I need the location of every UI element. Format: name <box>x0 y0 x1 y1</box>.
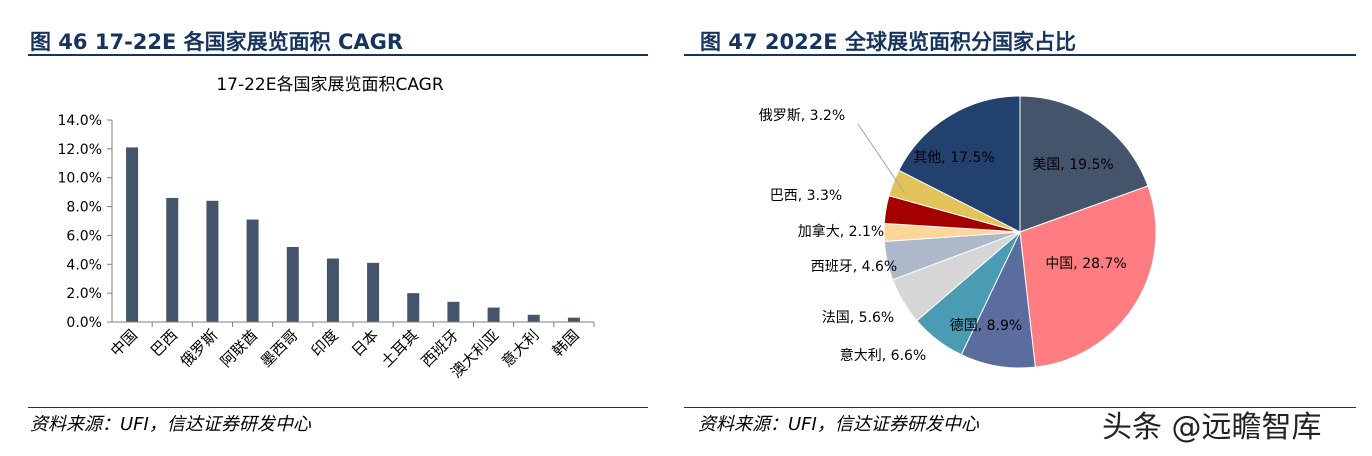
bar-日本 <box>367 262 380 322</box>
pie-slice-中国 <box>1019 185 1157 368</box>
bar-巴西 <box>166 197 179 322</box>
x-tick-label: 印度 <box>308 326 342 360</box>
bar-墨西哥 <box>286 246 299 322</box>
x-tick-label: 巴西 <box>147 326 181 360</box>
bar-韩国 <box>567 317 580 322</box>
bar-印度 <box>326 258 339 322</box>
x-tick-label: 俄罗斯 <box>177 326 222 371</box>
bar-chart-title: 17-22E各国家展览面积CAGR <box>216 75 444 95</box>
x-tick-label: 意大利 <box>498 326 543 371</box>
country-share-pie-chart: 美国, 19.5% 中国, 28.7% 德国, 8.9% 意大利, 6.6% 法国, 5… <box>759 95 1157 369</box>
pie-data-label: 巴西, 3.3% <box>770 188 842 204</box>
left-heading-rule <box>28 54 648 56</box>
y-tick-label: 4.0% <box>66 257 102 273</box>
bar-澳大利亚 <box>487 307 500 322</box>
x-tick-label: 土耳其 <box>378 326 423 371</box>
pie-slice-美国 <box>1019 95 1149 233</box>
x-tick-label: 日本 <box>348 326 382 360</box>
x-tick-label: 阿联酋 <box>217 326 262 371</box>
x-tick-label: 韩国 <box>549 326 583 360</box>
y-tick-label: 0.0% <box>66 315 102 331</box>
left-source-rule <box>28 407 648 408</box>
leader-line <box>857 123 905 193</box>
right-source-rule <box>684 407 1356 408</box>
y-tick-label: 10.0% <box>58 171 102 187</box>
y-tick-label: 14.0% <box>58 113 102 129</box>
bar-意大利 <box>527 314 540 322</box>
pie-data-label: 意大利, 6.6% <box>840 347 926 364</box>
bar-俄罗斯 <box>206 200 219 322</box>
y-tick-label: 8.0% <box>66 200 102 216</box>
pie-data-label: 美国, 19.5% <box>1032 157 1113 173</box>
x-tick-label: 中国 <box>107 326 141 360</box>
right-figure-heading: 图 47 2022E 全球展览面积分国家占比 <box>700 30 1076 54</box>
left-figure-heading: 图 46 17-22E 各国家展览面积 CAGR <box>30 30 404 54</box>
pie-data-label: 中国, 28.7% <box>1045 256 1126 272</box>
right-source-note: 资料来源：UFI，信达证券研发中心 <box>698 414 979 435</box>
bar-西班牙 <box>447 301 460 322</box>
y-tick-label: 2.0% <box>66 286 102 302</box>
pie-data-label: 俄罗斯, 3.2% <box>759 108 845 124</box>
bar-土耳其 <box>407 293 420 322</box>
y-tick-label: 6.0% <box>66 228 102 244</box>
cagr-bar-chart: 17-22E各国家展览面积CAGR 0.0% 2.0% 4.0% 6.0% 8.0% 10… <box>58 75 595 381</box>
pie-data-label: 加拿大, 2.1% <box>798 223 884 240</box>
x-tick-label: 墨西哥 <box>257 326 302 371</box>
left-source-note: 资料来源：UFI，信达证券研发中心 <box>30 414 311 435</box>
y-tick-label: 12.0% <box>58 142 102 158</box>
pie-data-label: 西班牙, 4.6% <box>811 259 897 275</box>
bar-中国 <box>126 147 139 322</box>
pie-slice-其他 <box>898 95 1021 233</box>
watermark: 头条 @远瞻智库 <box>1102 410 1322 445</box>
pie-data-label: 法国, 5.6% <box>822 310 894 326</box>
pie-data-label: 德国, 8.9% <box>950 318 1022 334</box>
pie-data-label: 其他, 17.5% <box>913 150 994 166</box>
bar-阿联酋 <box>246 219 259 322</box>
right-heading-rule <box>684 54 1356 56</box>
